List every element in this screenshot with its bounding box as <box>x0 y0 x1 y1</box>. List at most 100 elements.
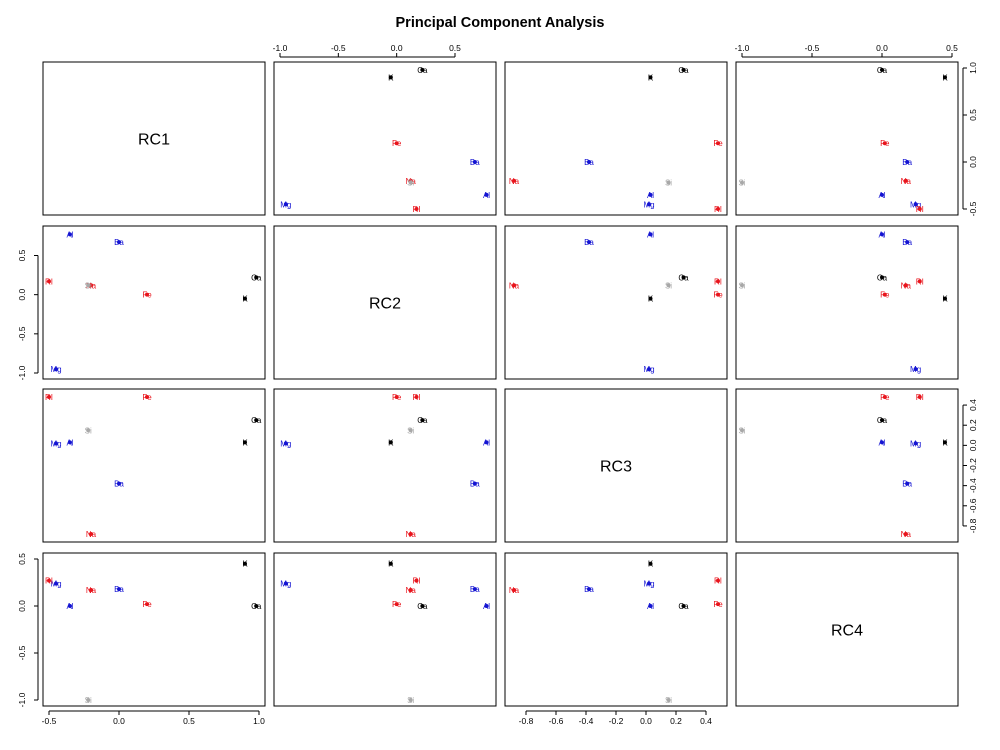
data-point-Fe <box>716 602 720 607</box>
tick-label: 0.5 <box>449 43 461 53</box>
data-point-Si <box>408 698 413 702</box>
tick-label: -0.6 <box>549 716 564 726</box>
data-point-Ba <box>905 240 910 245</box>
data-point-K <box>243 440 247 445</box>
data-point-Fe <box>882 395 887 400</box>
x-axis-RC4-top: -1.0 -0.5 0.0 0.5 <box>735 43 958 58</box>
data-point-Mg <box>647 367 651 372</box>
x-axis-RC2-top: -1.0 -0.5 0.0 0.5 <box>273 43 461 58</box>
data-point-Ca <box>681 275 686 280</box>
data-point-Si <box>408 180 413 185</box>
data-point-RI <box>414 207 419 211</box>
data-point-K <box>243 561 247 566</box>
data-point-Na <box>512 588 516 593</box>
data-point-Al <box>68 604 72 608</box>
y-axis-RC1-right: -0.5 0.0 0.5 1.0 <box>962 62 978 216</box>
tick-label: 0.2 <box>670 716 682 726</box>
tick-label: 0.0 <box>968 156 978 168</box>
panel-RC1-RC2: KCaFeNaSiBaAlMgRI <box>273 61 497 216</box>
tick-label: -0.5 <box>968 201 978 216</box>
data-point-Ba <box>117 481 121 486</box>
tick-label: 0.5 <box>17 553 27 565</box>
tick-label: 0.5 <box>183 716 195 726</box>
data-point-Fe <box>716 292 720 297</box>
tick-label: -0.5 <box>805 43 820 53</box>
data-point-Ba <box>587 587 591 592</box>
tick-label: -0.8 <box>519 716 534 726</box>
data-point-Ba <box>905 481 910 486</box>
tick-label: -0.5 <box>17 645 27 660</box>
data-point-Si <box>666 283 671 288</box>
data-point-Na <box>89 531 93 536</box>
data-point-Ca <box>254 604 259 608</box>
panel-RC1-RC1: RC1 <box>42 61 266 216</box>
data-point-Al <box>880 232 884 237</box>
panel-RC3-RC1: KCaFeNaSiBaAlMgRI <box>42 388 266 543</box>
data-point-Al <box>484 440 489 445</box>
data-point-Ba <box>472 160 477 164</box>
panel-RC2-RC3: KCaFeNaSiBaAlMgRI <box>504 225 728 380</box>
data-point-Fe <box>145 395 149 400</box>
data-point-RI <box>917 207 922 211</box>
data-point-Na <box>512 283 516 288</box>
tick-label: 0.0 <box>968 439 978 451</box>
data-point-Na <box>89 588 93 593</box>
data-point-RI <box>716 279 720 284</box>
y-axis-RC4-left: -1.0 -0.5 0.0 0.5 <box>17 553 39 707</box>
data-point-Fe <box>394 395 399 400</box>
data-point-Ca <box>880 67 884 72</box>
data-point-Na <box>89 283 93 288</box>
data-point-RI <box>414 395 419 400</box>
data-point-Ca <box>420 604 425 608</box>
variable-label-RC2: RC2 <box>369 296 401 313</box>
panel-frame <box>273 388 497 543</box>
data-point-Fe <box>145 292 149 297</box>
data-point-Si <box>740 180 744 185</box>
data-point-Fe <box>716 141 720 146</box>
tick-label: 0.5 <box>968 109 978 121</box>
data-point-Ba <box>117 587 121 592</box>
panel-frame <box>504 552 728 707</box>
y-axis-RC3-right: -0.8 -0.6 -0.4 -0.2 0.0 0.2 0.4 <box>962 399 978 533</box>
data-point-Na <box>512 178 516 183</box>
data-point-Si <box>86 428 91 433</box>
data-point-Ca <box>420 67 425 72</box>
data-point-Si <box>86 698 91 702</box>
tick-label: -0.2 <box>609 716 624 726</box>
data-point-RI <box>917 279 922 284</box>
tick-label: -0.2 <box>968 458 978 473</box>
tick-label: 0.5 <box>17 249 27 261</box>
tick-label: 0.5 <box>946 43 958 53</box>
data-point-Si <box>666 180 671 185</box>
panel-frame <box>42 388 266 543</box>
data-point-Ba <box>587 240 591 245</box>
data-point-K <box>388 440 393 445</box>
data-point-Al <box>648 232 653 237</box>
data-point-Mg <box>913 441 918 446</box>
tick-label: 0.2 <box>968 419 978 431</box>
tick-label: -0.5 <box>42 716 57 726</box>
data-point-Mg <box>283 441 288 446</box>
data-point-Na <box>408 531 413 536</box>
tick-label: -1.0 <box>17 365 27 380</box>
data-point-Mg <box>283 581 288 586</box>
data-point-K <box>648 296 653 301</box>
data-point-RI <box>47 279 51 284</box>
tick-label: 0.0 <box>640 716 652 726</box>
data-point-Al <box>880 440 884 445</box>
tick-label: 0.0 <box>391 43 403 53</box>
panel-RC2-RC2: RC2 <box>273 225 497 380</box>
data-point-Fe <box>882 141 887 146</box>
panel-RC3-RC4: KCaFeNaSiBaAlMgRI <box>735 388 959 543</box>
data-point-Ca <box>880 275 884 280</box>
panel-frame <box>42 61 266 216</box>
panel-frame <box>42 552 266 707</box>
tick-label: -0.5 <box>17 326 27 341</box>
data-point-Na <box>903 531 908 536</box>
variable-label-RC3: RC3 <box>600 459 632 476</box>
data-point-Si <box>408 428 413 433</box>
chart-title: Principal Component Analysis <box>396 15 605 31</box>
data-point-K <box>648 561 653 566</box>
data-point-RI <box>47 578 51 583</box>
data-point-RI <box>47 395 51 400</box>
